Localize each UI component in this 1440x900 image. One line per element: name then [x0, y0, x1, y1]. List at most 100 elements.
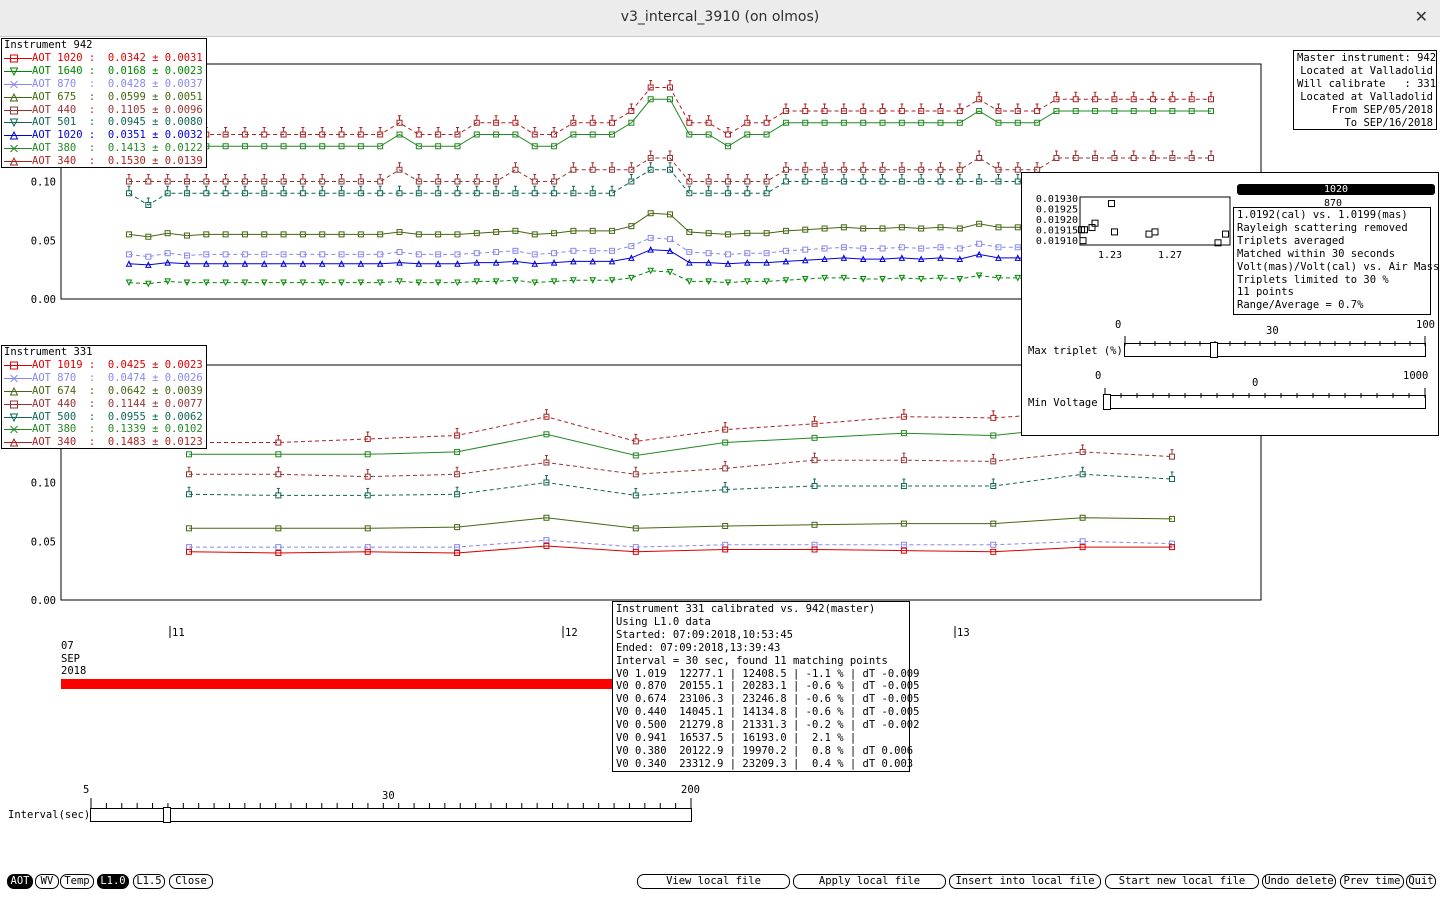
top-legend-label: AOT 1020 : [32, 51, 102, 64]
top-data-point [357, 127, 364, 138]
top-legend-value: 0.0428 ± 0.0037 [101, 77, 203, 90]
top-data-point [222, 231, 229, 238]
top-data-point [454, 127, 461, 138]
top-data-point [377, 251, 384, 258]
bottom-legend-row: AOT 1019 : 0.0425 ± 0.0023 [2, 359, 206, 372]
top-data-point [531, 143, 538, 150]
calibration-info-line: Interval = 30 sec, found 11 matching poi… [616, 654, 888, 667]
top-series-line [129, 157, 1211, 182]
bottom-data-point [1079, 466, 1086, 478]
min-voltage-knob[interactable] [1103, 394, 1111, 410]
top-data-point [570, 247, 577, 254]
top-data-point [241, 174, 248, 185]
bottom-data-point [990, 548, 997, 555]
top-data-point [261, 127, 268, 138]
top-data-point [1130, 91, 1137, 103]
inset-point [1079, 237, 1087, 245]
bottom-data-point [632, 433, 639, 445]
inset-info-line: Triplets limited to 30 % [1237, 273, 1389, 286]
interval-slider-knob[interactable] [162, 807, 171, 823]
top-data-point [396, 115, 403, 126]
interval-slider-track[interactable] [90, 808, 692, 822]
button-prev-time[interactable]: Prev time [1340, 874, 1404, 889]
top-data-point [280, 174, 287, 185]
button-apply-local-file[interactable]: Apply local file [793, 874, 946, 889]
calibration-info-line: V0 0.380 20122.9 | 19970.2 | 0.8 % | dT … [616, 744, 914, 757]
top-data-point [338, 260, 345, 267]
bottom-data-point [632, 452, 639, 459]
top-data-point [299, 174, 306, 185]
max-triplet-knob[interactable] [1210, 342, 1218, 358]
button-quit[interactable]: Quit [1406, 874, 1436, 889]
button-close[interactable]: Close [169, 874, 213, 889]
top-data-point [203, 231, 210, 238]
x-axis: 11 12 13 [169, 626, 970, 639]
top-data-point [473, 278, 481, 285]
bottom-data-point [364, 487, 371, 499]
top-data-point [918, 162, 925, 173]
calibration-info-line: V0 0.941 16537.5 | 16193.0 | 2.1 % | [616, 732, 857, 745]
bottom-data-point [364, 431, 371, 443]
button-temp[interactable]: Temp [60, 874, 94, 889]
top-data-point [763, 250, 770, 257]
bottom-data-point [186, 486, 192, 498]
bottom-data-point [632, 548, 639, 555]
button-l1-5[interactable]: L1.5 [133, 874, 165, 889]
top-data-point [802, 174, 809, 185]
button-undo-delete[interactable]: Undo delete [1262, 874, 1336, 889]
top-data-point [1014, 103, 1021, 114]
top-data-point [1188, 108, 1195, 114]
top-legend-row: AOT 675 : 0.0599 ± 0.0051 [2, 91, 206, 104]
inset-plot-frame [1079, 196, 1231, 246]
top-data-point [551, 143, 558, 150]
top-data-point [898, 119, 905, 126]
top-data-point [203, 174, 210, 185]
top-data-point [956, 162, 963, 173]
top-legend-header: Instrument 942 [4, 39, 93, 51]
button-aot[interactable]: AOT [7, 874, 33, 889]
top-data-point [280, 143, 287, 150]
top-data-point [898, 254, 906, 261]
button-view-local-file[interactable]: View local file [637, 874, 790, 889]
bottom-data-point [722, 439, 729, 446]
top-data-point [898, 103, 905, 114]
inset-title-bar[interactable]: 1020 [1237, 184, 1435, 195]
button-start-new-local-file[interactable]: Start new local file [1105, 874, 1259, 889]
window-close-icon[interactable]: ✕ [1414, 7, 1428, 26]
top-data-point [724, 127, 731, 138]
top-data-point [956, 174, 963, 185]
top-data-point [435, 127, 442, 138]
bottom-data-point [186, 548, 192, 555]
top-legend-marker [4, 80, 32, 89]
button-l1-0[interactable]: L1.0 [97, 874, 129, 889]
calibration-info-line: Started: 07:09:2018,10:53:45 [616, 628, 794, 641]
top-data-point [1188, 91, 1195, 103]
top-data-point [203, 185, 210, 197]
inset-y-tick-label: 0.01915 [1036, 226, 1078, 237]
date-month: SEP [61, 652, 80, 665]
top-data-point [570, 257, 577, 265]
top-data-point [396, 258, 403, 266]
inset-info-line: Rayleigh scattering removed [1237, 221, 1408, 234]
top-data-point [724, 260, 732, 267]
top-data-point [667, 162, 673, 173]
top-data-point [647, 162, 654, 173]
top-data-point [589, 257, 597, 265]
button-wv[interactable]: WV [35, 874, 59, 889]
bottom-data-point [1169, 544, 1175, 551]
top-data-point [1208, 91, 1214, 103]
top-data-point [763, 131, 770, 138]
calibration-info-line: V0 0.440 14045.1 | 14134.8 | -0.6 % | dT… [616, 706, 920, 719]
top-data-point [241, 231, 248, 238]
inset-point [1111, 228, 1118, 236]
top-legend-row: AOT 1020 : 0.0351 ± 0.0032 [2, 129, 206, 142]
top-data-point [995, 274, 1002, 282]
button-insert-into-local-file[interactable]: Insert into local file [949, 874, 1101, 889]
bottom-data-point [811, 416, 818, 427]
bottom-legend-marker [4, 374, 32, 383]
top-data-point [241, 185, 248, 197]
top-legend-marker [4, 92, 32, 102]
top-data-point [860, 245, 867, 252]
top-data-point [898, 162, 905, 173]
top-data-point [377, 231, 384, 238]
